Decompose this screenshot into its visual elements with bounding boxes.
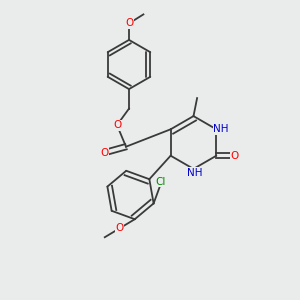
Text: O: O	[116, 223, 124, 233]
Text: NH: NH	[213, 124, 229, 134]
Text: Cl: Cl	[155, 176, 165, 187]
Text: O: O	[125, 18, 133, 28]
Text: O: O	[231, 151, 239, 161]
Text: O: O	[113, 120, 121, 130]
Text: NH: NH	[187, 167, 203, 178]
Text: O: O	[100, 148, 109, 158]
